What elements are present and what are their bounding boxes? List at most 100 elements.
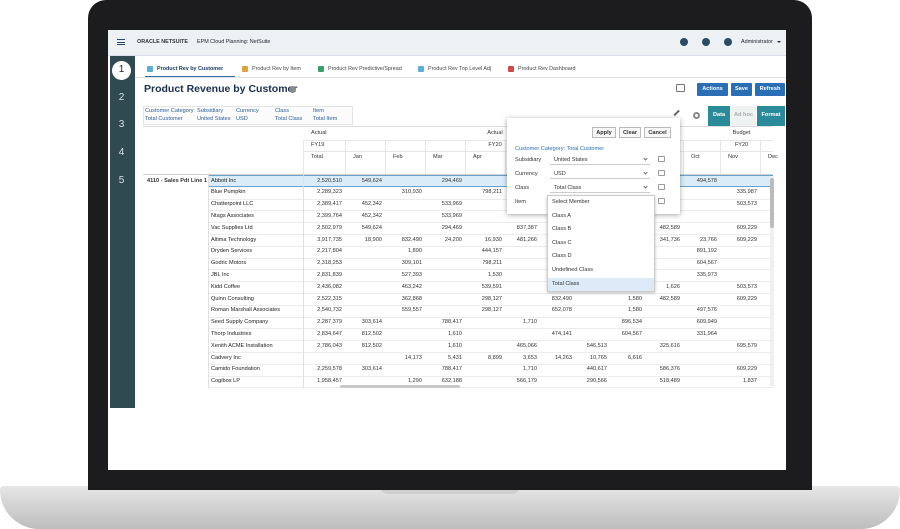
tab[interactable]: Product Rev by Item [252, 65, 301, 72]
top-bar [108, 30, 786, 56]
dropdown-option[interactable]: Total Class [548, 277, 654, 291]
tab[interactable]: Product Rev by Customer [157, 65, 224, 72]
row-name[interactable]: Thorp Industries [211, 330, 252, 337]
cell: 8,899 [488, 354, 502, 361]
popup-button[interactable]: Clear [619, 127, 641, 138]
cell: 812,502 [361, 330, 382, 337]
row-name[interactable]: JBL Inc [211, 271, 230, 278]
cell: 1,710 [523, 319, 537, 326]
step[interactable]: 4 [118, 147, 125, 159]
row-name[interactable]: Vac Supplies Ltd [211, 224, 253, 231]
row-name[interactable]: Cogibox LP [211, 378, 240, 385]
member-icon[interactable] [658, 198, 665, 204]
row-name[interactable]: Chatterpoint LLC [211, 201, 254, 208]
toolbar-button[interactable]: Format [757, 106, 785, 126]
row-line [208, 198, 773, 200]
tab[interactable]: Product Rev Predictive/Spread [328, 65, 402, 72]
field-value: United States [554, 156, 588, 163]
row-line [208, 363, 773, 365]
field-select[interactable] [550, 168, 650, 179]
v-scroll-thumb[interactable] [770, 178, 774, 228]
dropdown-option[interactable]: Class B [552, 226, 572, 233]
pov-value[interactable]: United States [197, 115, 231, 122]
row-name[interactable]: Blue Pumpkin [211, 189, 246, 196]
pov-label[interactable]: Item [313, 108, 324, 114]
toolbar-button[interactable]: Data [708, 106, 730, 126]
pov-value[interactable]: Total Class [275, 115, 303, 122]
tab-active-line [145, 76, 235, 78]
row-line [208, 304, 773, 306]
dropdown-option[interactable]: Undefined Class [552, 267, 594, 273]
row-name[interactable]: Quinn Consulting [211, 295, 254, 302]
cell: 3,917,735 [317, 236, 342, 243]
cell: 609,229 [736, 295, 757, 302]
member-icon[interactable] [658, 156, 665, 162]
row-name[interactable]: Godric Motors [211, 260, 247, 267]
pov-label[interactable]: Subsidiary [197, 108, 224, 114]
cell: 798,211 [482, 260, 502, 267]
popup-button[interactable]: Apply [592, 127, 616, 138]
member-icon[interactable] [658, 170, 665, 176]
tab[interactable]: Product Rev Top Level Adj [428, 65, 492, 72]
cell: 2,436,082 [317, 283, 342, 290]
cell: 1,610 [448, 330, 462, 337]
gear-icon[interactable] [693, 112, 700, 119]
brand: ORACLE NETSUITE [137, 39, 188, 45]
pov-value[interactable]: USD [236, 115, 248, 122]
field-select[interactable] [550, 182, 650, 193]
h-scrollbar[interactable] [340, 385, 460, 388]
row-line [208, 257, 773, 259]
dropdown-option[interactable]: Select Member [552, 199, 590, 205]
home-icon[interactable] [680, 38, 688, 46]
column-divider [465, 140, 466, 174]
row-name[interactable]: Kidd Coffee [211, 283, 241, 290]
dropdown-option[interactable]: Class A [552, 212, 571, 219]
toolbar-button[interactable]: Ad hoc [731, 106, 756, 126]
row-name[interactable]: Camido Foundation [211, 366, 260, 373]
nav-icon[interactable] [702, 38, 710, 46]
pov-label[interactable]: Currency [236, 108, 259, 114]
apps-icon[interactable] [724, 38, 732, 46]
step[interactable]: 5 [118, 174, 125, 186]
edit-icon[interactable] [673, 109, 680, 116]
row-name[interactable]: Ntags Associates [211, 212, 254, 219]
button[interactable]: Actions [697, 83, 728, 96]
pov-label[interactable]: Class [275, 108, 289, 114]
field-label: Currency [515, 170, 538, 177]
row-line [208, 269, 773, 271]
user-caret [777, 41, 781, 45]
popup-button[interactable]: Cancel [644, 127, 671, 138]
field-select[interactable] [550, 154, 650, 165]
dropdown-option[interactable]: Class C [552, 239, 572, 246]
laptop-notch [380, 486, 520, 494]
step[interactable]: 1 [118, 64, 125, 75]
cell: 481,266 [516, 236, 537, 243]
menu-icon[interactable] [117, 39, 125, 45]
row-name[interactable]: Xenith ACME Installation [211, 342, 273, 349]
row-name[interactable]: Cadvery Inc [211, 354, 241, 361]
member-icon[interactable] [658, 184, 665, 190]
step[interactable]: 3 [118, 119, 125, 131]
cell: 294,469 [441, 224, 462, 231]
pov-value[interactable]: Total Customer [145, 115, 183, 122]
tab[interactable]: Product Rev Dashboard [518, 65, 576, 72]
cell: 5,431 [448, 354, 462, 361]
column-divider [505, 140, 506, 174]
year-header: FY19 [311, 142, 325, 148]
step[interactable]: 2 [118, 91, 125, 103]
row-name[interactable]: Seed Supply Company [211, 319, 269, 326]
pov-value[interactable]: Total Item [313, 115, 338, 122]
button[interactable]: Save [731, 83, 752, 96]
row-name[interactable]: Dryden Services [211, 248, 253, 255]
tab-icon [508, 66, 514, 72]
row-name[interactable]: Abbott Inc [211, 177, 237, 184]
cell: 2,831,839 [317, 271, 342, 278]
row-name[interactable]: Altima Technology [211, 236, 257, 243]
row-name[interactable]: Roman Marshall Associates [211, 307, 281, 314]
button[interactable]: Refresh [755, 83, 785, 96]
pov-label[interactable]: Customer Category [145, 108, 194, 114]
cell: 310,930 [401, 189, 422, 196]
user-menu[interactable]: Administrator [741, 39, 773, 45]
dropdown-option[interactable]: Class D [552, 253, 572, 260]
row-line [208, 340, 773, 342]
